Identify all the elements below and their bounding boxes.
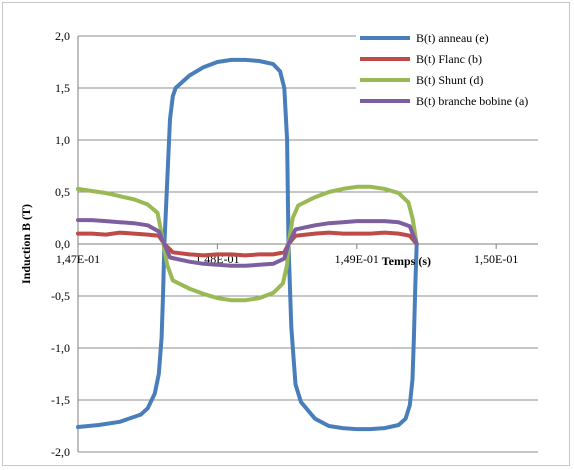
- y-tick-label: -0,5: [51, 289, 70, 303]
- legend-entry: B(t) anneau (e): [416, 31, 489, 45]
- y-tick-label: 0,0: [55, 237, 70, 251]
- series-layer: [76, 57, 419, 432]
- axis-layer: -2,0 -1,5 -1,0 -0,5 0,0 0,5 1,0 1,5 2,0 1,47E-01 1…: [51, 29, 538, 459]
- y-tick-label: 1,0: [55, 133, 70, 147]
- y-tick-label: 0,5: [55, 185, 70, 199]
- legend-entry: B(t) Flanc (b): [416, 52, 482, 66]
- y-tick-label: 1,5: [55, 81, 70, 95]
- y-axis-label: Induction B (T): [19, 204, 33, 284]
- series-line-2: [76, 230, 419, 258]
- series-line-1: [76, 57, 419, 432]
- legend: B(t) anneau (e) B(t) Flanc (b) B(t) Shunt …: [356, 28, 558, 114]
- legend-entry: B(t) branche bobine (a): [416, 94, 528, 108]
- series-line-3: [76, 184, 419, 303]
- y-tick-label: -1,5: [51, 393, 70, 407]
- y-tick-label: 2,0: [55, 29, 70, 43]
- legend-entry: B(t) Shunt (d): [416, 73, 483, 87]
- y-tick-label: -1,0: [51, 341, 70, 355]
- x-axis-label: Temps (s): [382, 254, 431, 268]
- series-line-4: [76, 218, 419, 268]
- x-tick-label: 1,47E-01: [56, 252, 100, 266]
- x-tick-label: 1,50E-01: [474, 252, 518, 266]
- y-tick-label: -2,0: [51, 445, 70, 459]
- x-tick-label: 1,49E-01: [335, 252, 379, 266]
